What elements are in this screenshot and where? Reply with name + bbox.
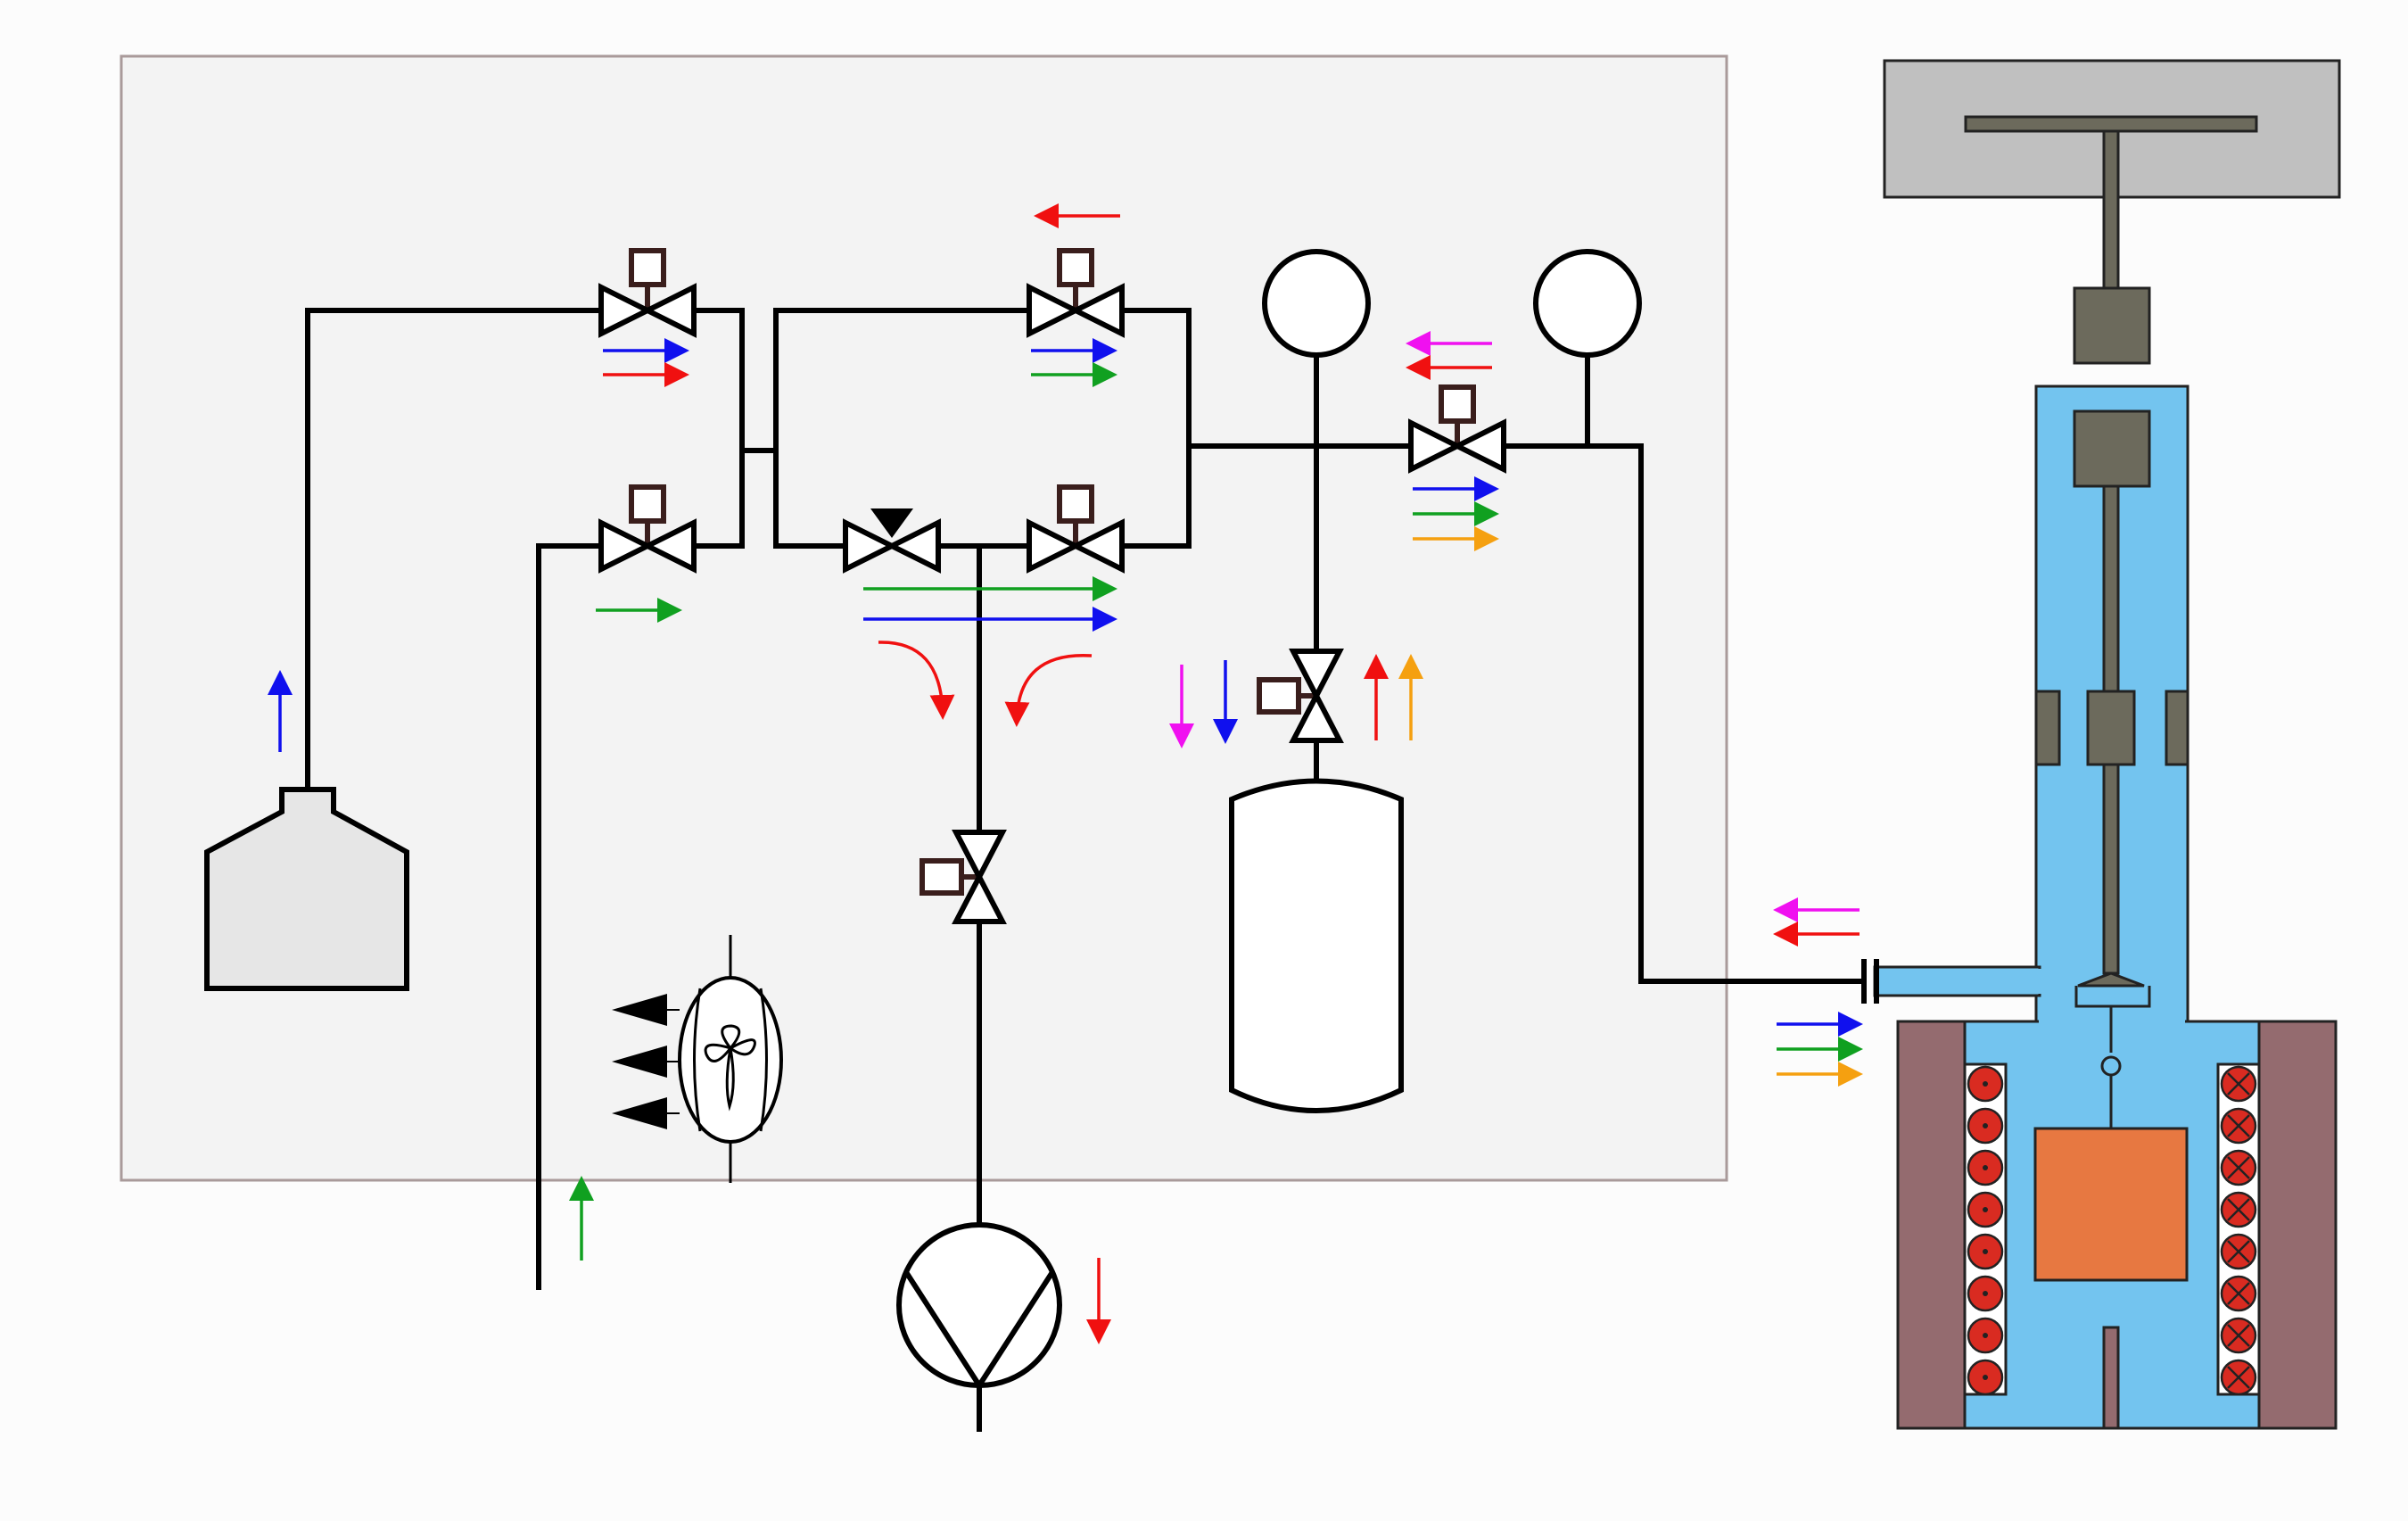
coil-cross (2227, 1198, 2250, 1221)
solenoid-valve-pump-icon[interactable] (919, 830, 1007, 924)
sample-block (2033, 1127, 2189, 1282)
coil-cross (2227, 1324, 2250, 1347)
pressure-gauge-left-icon (1262, 249, 1371, 358)
gas-flask-icon (204, 787, 409, 991)
coil-dot (1983, 1333, 1988, 1338)
coil-dot (1983, 1249, 1988, 1254)
furnace-wall-right (2257, 1020, 2338, 1430)
vacuum-pump-icon (896, 1222, 1062, 1391)
solenoid-valve-bottom-middle-icon[interactable] (1027, 484, 1125, 574)
heater-coils-right (2220, 1065, 2257, 1396)
coil-cross (2227, 1156, 2250, 1179)
motor-block (2073, 286, 2151, 365)
coil-dot (1983, 1207, 1988, 1212)
solenoid-valve-top-middle-icon[interactable] (1027, 248, 1125, 338)
crossbar (1964, 115, 2258, 133)
coil-dot (1983, 1165, 1988, 1170)
solenoid-valve-bottom-left-icon[interactable] (598, 484, 697, 574)
manual-valve-icon[interactable] (843, 508, 941, 574)
solenoid-valve-top-left-icon[interactable] (598, 248, 697, 338)
coil-cross (2227, 1114, 2250, 1137)
coil-dot (1983, 1375, 1988, 1380)
feedthrough-icon (1861, 959, 1879, 1004)
coil-dot (1983, 1081, 1988, 1087)
storage-tank-icon (1229, 778, 1404, 1113)
piping (305, 308, 1864, 1432)
coil-cross (2227, 1072, 2250, 1095)
solenoid-valve-tank-icon[interactable] (1257, 649, 1344, 743)
coil-dot (1983, 1123, 1988, 1128)
coil-cross (2227, 1282, 2250, 1305)
coil-dot (1983, 1291, 1988, 1296)
furnace-apparatus (1873, 59, 2341, 1430)
furnace-wall-left (1896, 1020, 1967, 1430)
coil-cross (2227, 1366, 2250, 1389)
coil-cross (2227, 1240, 2250, 1263)
flow-arrows (268, 203, 1863, 1344)
pressure-gauge-right-icon (1533, 249, 1642, 358)
fan-icon (612, 935, 783, 1183)
heater-coils-left (1967, 1065, 2004, 1396)
solenoid-valve-main-line-icon[interactable] (1408, 384, 1506, 474)
